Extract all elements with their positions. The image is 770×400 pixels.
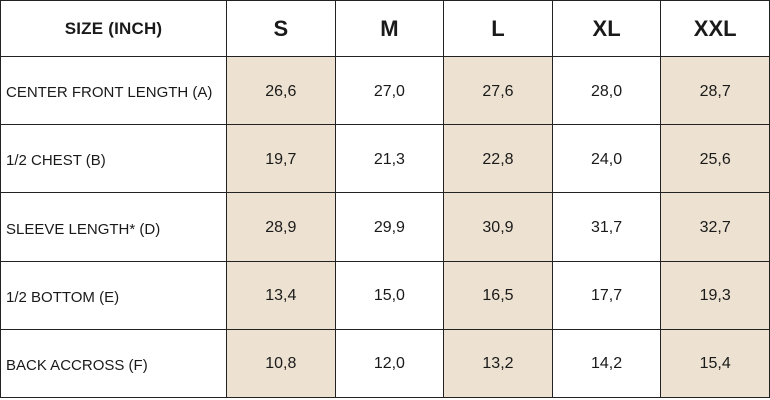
table-cell: 15,4	[660, 328, 770, 399]
table-cell: 24,0	[551, 124, 662, 194]
table-cell: 27,6	[443, 56, 553, 126]
table-cell: 10,8	[226, 328, 336, 399]
table-cell: 13,4	[226, 260, 336, 330]
table-cell: 14,2	[551, 328, 662, 399]
table-cell: 22,8	[443, 124, 553, 194]
row-label: 1/2 BOTTOM (E)	[0, 260, 227, 330]
row-label: CENTER FRONT LENGTH (A)	[0, 56, 227, 126]
row-label: BACK ACCROSS (F)	[0, 328, 227, 399]
table-cell: 27,0	[334, 56, 445, 126]
size-header-xl: XL	[551, 0, 662, 58]
size-header-l: L	[443, 0, 553, 58]
table-cell: 19,3	[660, 260, 770, 330]
table-cell: 16,5	[443, 260, 553, 330]
size-header-s: S	[226, 0, 336, 58]
table-cell: 28,0	[551, 56, 662, 126]
header-row: SIZE (INCH) S M L XL XXL	[0, 0, 770, 58]
table-cell: 15,0	[334, 260, 445, 330]
table-row: SLEEVE LENGTH* (D) 28,9 29,9 30,9 31,7 3…	[0, 192, 770, 262]
table-cell: 19,7	[226, 124, 336, 194]
table-cell: 12,0	[334, 328, 445, 399]
table-cell: 28,9	[226, 192, 336, 262]
size-header-xxl: XXL	[660, 0, 770, 58]
table-row: 1/2 BOTTOM (E) 13,4 15,0 16,5 17,7 19,3	[0, 260, 770, 330]
table-cell: 26,6	[226, 56, 336, 126]
table-cell: 21,3	[334, 124, 445, 194]
table-cell: 29,9	[334, 192, 445, 262]
table-cell: 13,2	[443, 328, 553, 399]
table-cell: 25,6	[660, 124, 770, 194]
table-row: 1/2 CHEST (B) 19,7 21,3 22,8 24,0 25,6	[0, 124, 770, 194]
table-cell: 17,7	[551, 260, 662, 330]
table-cell: 31,7	[551, 192, 662, 262]
row-label: SLEEVE LENGTH* (D)	[0, 192, 227, 262]
table-row: CENTER FRONT LENGTH (A) 26,6 27,0 27,6 2…	[0, 56, 770, 126]
row-label: 1/2 CHEST (B)	[0, 124, 227, 194]
size-unit-header: SIZE (INCH)	[0, 0, 227, 58]
table-cell: 30,9	[443, 192, 553, 262]
table-cell: 32,7	[660, 192, 770, 262]
table-row: BACK ACCROSS (F) 10,8 12,0 13,2 14,2 15,…	[0, 328, 770, 399]
size-header-m: M	[334, 0, 445, 58]
table-cell: 28,7	[660, 56, 770, 126]
